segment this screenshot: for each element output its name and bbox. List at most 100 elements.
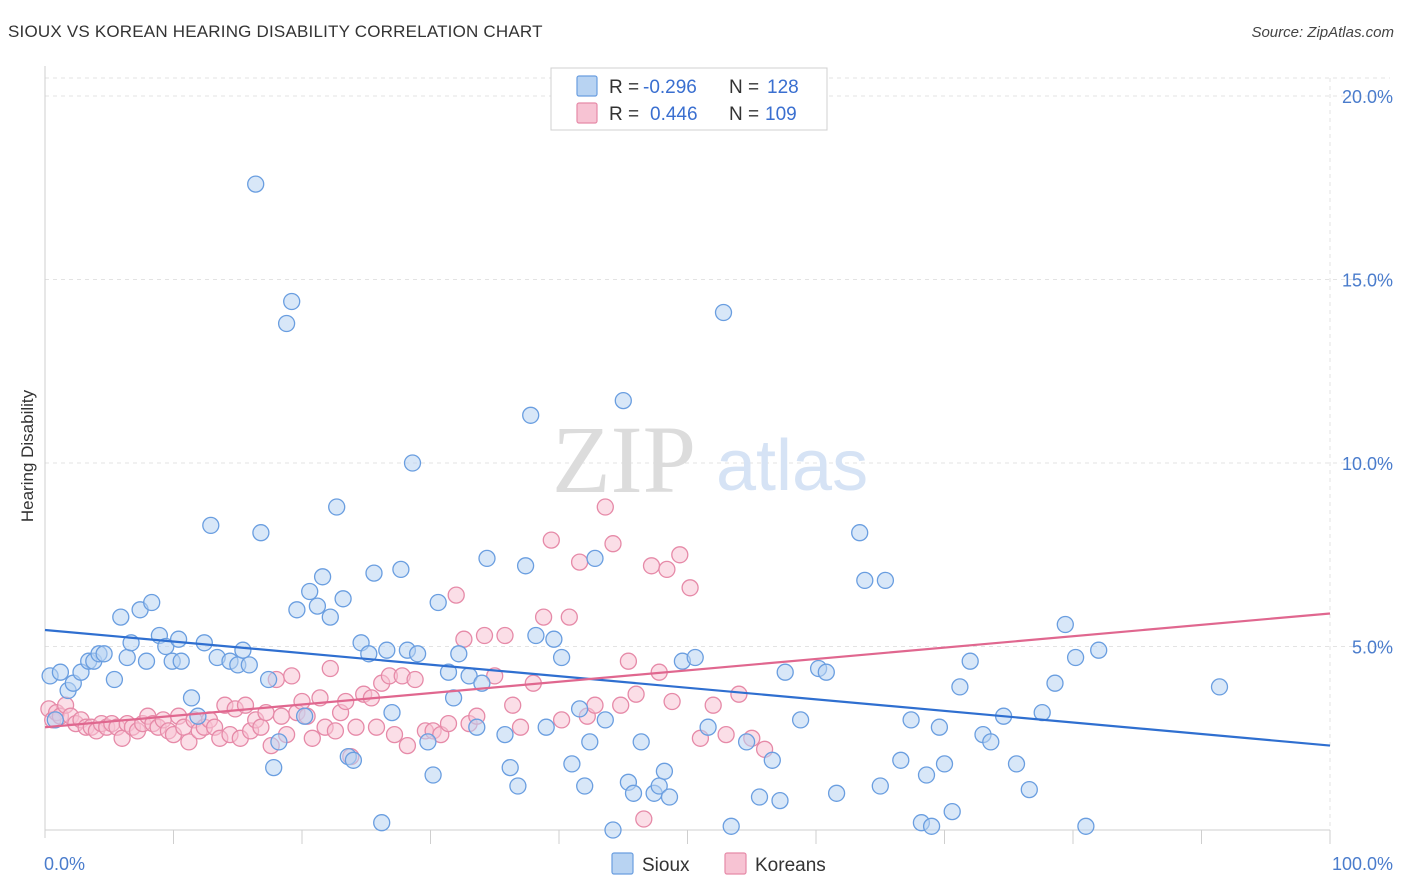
sioux-point (527, 626, 545, 645)
koreans-point (604, 535, 622, 553)
koreans-point (627, 685, 645, 703)
koreans-point (552, 711, 571, 729)
sioux-point (403, 454, 422, 472)
sioux-point (277, 314, 296, 333)
sioux-point (301, 582, 319, 601)
sioux-point (202, 516, 220, 535)
sioux-point (1090, 641, 1108, 659)
sioux-point (1046, 674, 1064, 692)
koreans-point (406, 670, 424, 689)
sioux-point (234, 641, 252, 659)
sioux-point (776, 663, 794, 681)
y-tick-label-0: 5.0% (1352, 638, 1393, 658)
sioux-point (51, 663, 70, 681)
sioux-point (817, 663, 835, 681)
sioux-point (660, 788, 679, 806)
sioux-point (917, 766, 936, 784)
koreans-point (367, 718, 386, 736)
sioux-point (614, 391, 632, 410)
sioux-point (105, 670, 124, 689)
sioux-point (373, 814, 391, 832)
koreans-point (439, 714, 458, 733)
koreans-point (560, 608, 578, 626)
x-tick-label-1: 100.0% (1332, 854, 1393, 874)
legend-n-label-sioux: N = (729, 77, 759, 98)
sioux-point (699, 718, 717, 736)
sioux-point (450, 645, 468, 663)
sioux-point (876, 571, 895, 590)
legend-n-value-koreans: 109 (765, 104, 797, 125)
chart-title: SIOUX VS KOREAN HEARING DISABILITY CORRE… (8, 22, 543, 41)
sioux-point (563, 755, 581, 773)
sioux-point (1020, 780, 1038, 799)
sioux-point (439, 663, 458, 681)
koreans-point (347, 718, 365, 736)
sioux-point (871, 777, 889, 795)
sioux-point (328, 498, 346, 516)
koreans-point (303, 729, 321, 747)
sioux-point (714, 303, 733, 322)
sioux-point (522, 406, 540, 424)
koreans-point (681, 579, 699, 597)
sioux-point (424, 766, 442, 784)
legend-r-value-sioux: -0.296 (643, 77, 697, 98)
sioux-point (172, 652, 190, 670)
koreans-point (385, 725, 404, 744)
koreans-point (642, 557, 661, 575)
sioux-point (686, 648, 704, 667)
sioux-trend-line (44, 628, 1331, 747)
legend-n-value-sioux: 128 (767, 77, 799, 98)
sioux-point (1056, 615, 1074, 634)
watermark-zip: ZIP (552, 406, 696, 513)
sioux-point (334, 590, 352, 608)
koreans-point (704, 696, 722, 714)
koreans-point (612, 696, 630, 714)
sioux-point (444, 689, 463, 707)
sioux-point (922, 817, 941, 835)
source-credit: Source: ZipAtlas.com (1251, 24, 1394, 41)
bottom-legend-label-sioux: Sioux (642, 855, 690, 876)
sioux-point (468, 718, 486, 736)
sioux-point (118, 648, 136, 667)
sioux-point (419, 733, 437, 751)
sioux-point (95, 645, 113, 663)
bottom-legend-swatch-sioux (611, 852, 634, 875)
sioux-point (270, 733, 288, 751)
koreans-point (534, 608, 553, 626)
koreans-point (570, 553, 589, 571)
koreans-point (252, 718, 270, 736)
koreans-point (586, 696, 604, 714)
y-axis-title: Hearing Disability (18, 389, 37, 522)
bottom-legend-swatch-koreans (724, 852, 747, 875)
koreans-trend-line (44, 612, 1331, 729)
correlation-legend: R = -0.296 N = 128 R = 0.446 N = 109 (550, 67, 828, 131)
sioux-point (392, 560, 410, 579)
sioux-point (365, 564, 383, 582)
y-tick-label-3: 20.0% (1342, 87, 1393, 107)
bottom-legend-label-koreans: Koreans (755, 855, 826, 876)
x-tick-label-0: 0.0% (44, 854, 85, 874)
sioux-point (951, 678, 969, 696)
y-tick-label-2: 15.0% (1342, 271, 1393, 291)
sioux-point (632, 733, 650, 751)
koreans-point (293, 692, 311, 711)
koreans-point (504, 696, 522, 714)
koreans-point (671, 546, 689, 564)
sioux-point (46, 711, 64, 729)
sioux-point (576, 777, 594, 795)
sioux-point (189, 707, 207, 725)
legend-r-value-koreans: 0.446 (650, 104, 698, 125)
sioux-point (429, 593, 447, 612)
sioux-point (552, 648, 571, 667)
sioux-point (586, 549, 604, 568)
koreans-point (717, 725, 735, 744)
koreans-point (455, 630, 473, 648)
sioux-point (240, 656, 258, 674)
sioux-point (943, 802, 961, 821)
sioux-point (763, 751, 781, 769)
sioux-point (137, 652, 156, 670)
sioux-point (902, 711, 920, 729)
legend-n-label-koreans: N = (729, 104, 759, 125)
sioux-point (961, 652, 979, 670)
